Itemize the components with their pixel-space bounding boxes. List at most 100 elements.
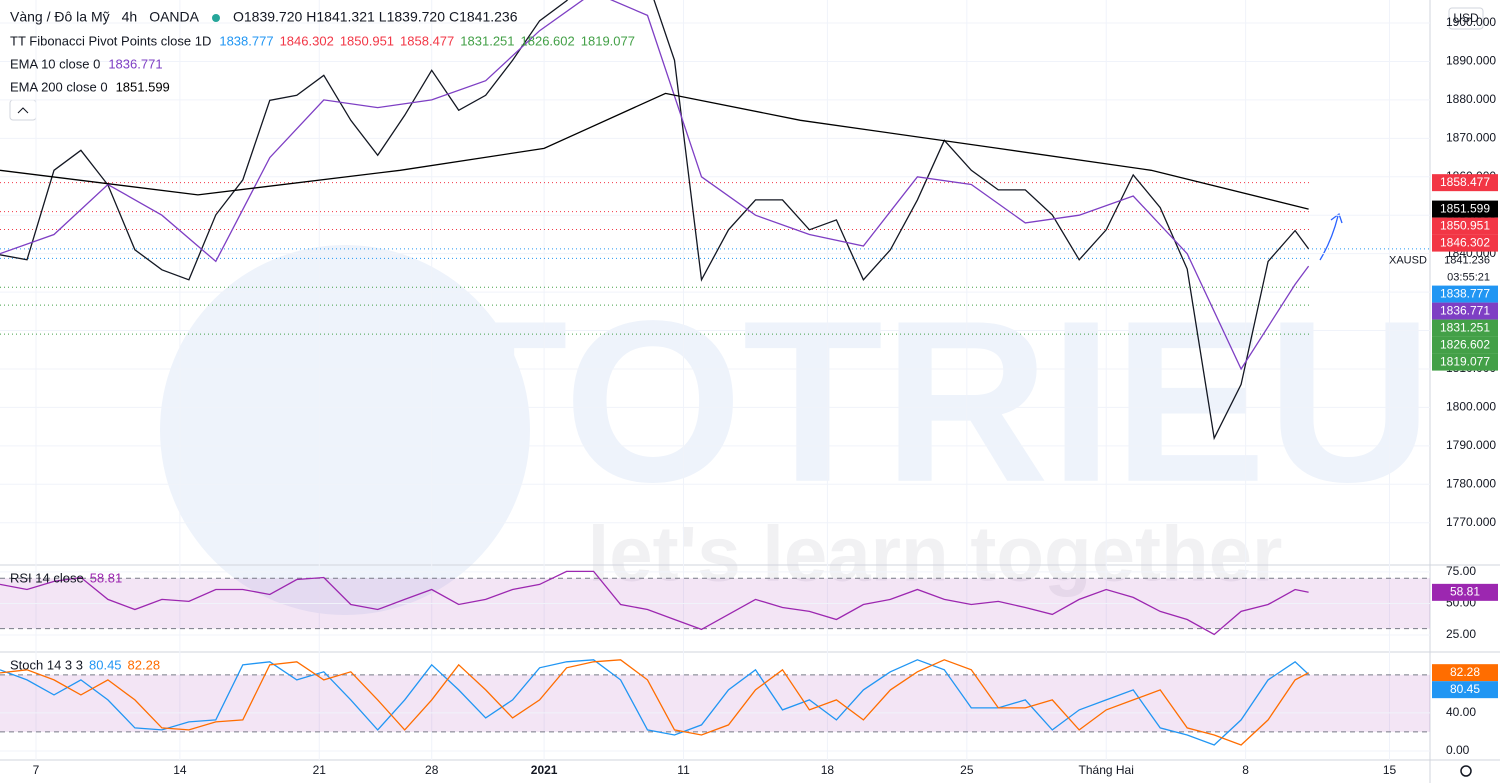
- y-tick-label: 1770.000: [1446, 515, 1496, 529]
- watermark-slogan: let's learn together: [588, 510, 1283, 598]
- series-line: [0, 570, 1309, 636]
- indicator-value: 58.81: [90, 570, 123, 585]
- indicator-value: 1819.077: [581, 33, 635, 48]
- price-tag-label: 1858.477: [1440, 175, 1490, 189]
- usd-button[interactable]: USD: [1448, 7, 1484, 30]
- indicator-value: 1851.599: [116, 79, 170, 94]
- x-tick-label: 2021: [531, 763, 558, 777]
- price-tag: [1432, 664, 1498, 682]
- y-tick-label: 25.00: [1446, 627, 1476, 641]
- price-tag-label: 1836.771: [1440, 303, 1490, 317]
- y-tick-label: 1790.000: [1446, 438, 1496, 452]
- price-tag-label: 58.81: [1450, 585, 1480, 599]
- legend-layer: Vàng / Đô la Mỹ 4h OANDA O1839.720 H1841.321…: [10, 9, 635, 673]
- indicator-name: Stoch 14 3 3: [10, 657, 83, 672]
- lines-layer: [0, 0, 1310, 746]
- price-tag: [1432, 285, 1498, 303]
- price-tag: [1432, 174, 1498, 192]
- indicator-value: 1838.777: [219, 33, 273, 48]
- indicator-value: 82.28: [128, 657, 161, 672]
- settings-icon[interactable]: [1460, 765, 1472, 777]
- price-tag: [1432, 302, 1498, 320]
- price-tag: [1432, 353, 1498, 371]
- price-tag: [1432, 234, 1498, 252]
- forecast-arrow: [1319, 212, 1343, 261]
- price-tag: [1432, 336, 1498, 354]
- collapse-button[interactable]: [9, 99, 37, 121]
- x-tick-label: 11: [677, 763, 690, 777]
- series-line: [0, 0, 1310, 371]
- x-tick-label: 15: [1383, 763, 1397, 777]
- price-tag-label: 1851.599: [1440, 201, 1490, 215]
- indicator-value: 1826.602: [521, 33, 575, 48]
- indicator-value: 1850.951: [340, 33, 394, 48]
- price-tag: [1432, 583, 1498, 601]
- price-tag-label: 1819.077: [1440, 354, 1490, 368]
- collapse-caret[interactable]: [17, 107, 29, 114]
- ohlc: L1839.720: [379, 9, 445, 25]
- ohlc: O1839.720: [233, 9, 302, 25]
- currency[interactable]: USD: [1453, 11, 1479, 25]
- series-line: [0, 659, 1309, 746]
- interval: 4h: [122, 9, 138, 25]
- ohlc: C1841.236: [449, 9, 518, 25]
- band: [0, 674, 1430, 732]
- price-tag: [1432, 200, 1498, 218]
- ohlc: H1841.321: [306, 9, 375, 25]
- price-tag-label: 1831.251: [1440, 320, 1490, 334]
- y-tick-label: 1890.000: [1446, 54, 1496, 68]
- y-tick-label: 40.00: [1446, 705, 1476, 719]
- y-tick-label: 75.00: [1446, 564, 1476, 578]
- price-tag-label: 80.45: [1450, 682, 1480, 696]
- series-line: [0, 0, 1310, 441]
- indicator-value: 1858.477: [400, 33, 454, 48]
- price-tag-label: 1838.777: [1440, 286, 1490, 300]
- watermark: TOTRIEU let's learn together: [160, 245, 1433, 615]
- series-line: [0, 92, 1309, 210]
- x-tick-label: 25: [960, 763, 974, 777]
- collapse-box[interactable]: [9, 99, 37, 121]
- indicator-name: TT Fibonacci Pivot Points close 1D: [10, 33, 211, 48]
- y-tick-label: 1780.000: [1446, 476, 1496, 490]
- tags-layer: 1858.477 1851.599 1850.951 1846.302 XAUSD 184…: [1389, 174, 1498, 699]
- source: OANDA: [149, 9, 199, 25]
- symbol-label: XAUSD: [1389, 254, 1427, 266]
- series-line: [0, 659, 1310, 746]
- y-tick-label: 1800.000: [1446, 400, 1496, 414]
- countdown: 03:55:21: [1447, 271, 1490, 283]
- x-tick-label: 28: [425, 763, 439, 777]
- y-tick-label: 0.00: [1446, 743, 1470, 757]
- indicator-value: 1846.302: [280, 33, 334, 48]
- price-tag-label: 1850.951: [1440, 218, 1490, 232]
- y-tick-label: 1870.000: [1446, 131, 1496, 145]
- x-tick-label: 21: [313, 763, 327, 777]
- gear[interactable]: [1460, 765, 1472, 777]
- price-tag-label: 1826.602: [1440, 337, 1490, 351]
- y-tick-label: 1880.000: [1446, 92, 1496, 106]
- x-tick-label: 7: [33, 763, 40, 777]
- price-tag: [1432, 681, 1498, 699]
- status-dot: [211, 14, 220, 22]
- last-price-label: 1841.236: [1444, 254, 1490, 266]
- indicator-name: EMA 200 close 0: [10, 79, 108, 94]
- indicator-value: 1831.251: [460, 33, 514, 48]
- symbol-title: Vàng / Đô la Mỹ: [10, 9, 110, 25]
- indicator-value: 80.45: [89, 657, 122, 672]
- indicator-value: 1836.771: [108, 56, 162, 71]
- x-tick-label: 8: [1242, 763, 1249, 777]
- currency-box[interactable]: [1448, 7, 1484, 30]
- x-tick-label: 18: [821, 763, 835, 777]
- y-tick-label: 1900.000: [1446, 15, 1496, 29]
- watermark-brand: TOTRIEU: [427, 273, 1432, 530]
- price-tag-label: 1846.302: [1440, 235, 1490, 249]
- price-tag: [1432, 217, 1498, 235]
- indicator-name: EMA 10 close 0: [10, 56, 100, 71]
- x-tick-label: Tháng Hai: [1079, 763, 1134, 777]
- indicator-name: RSI 14 close: [10, 570, 84, 585]
- price-tag: [1432, 319, 1498, 337]
- price-tag-label: 82.28: [1450, 665, 1480, 679]
- x-tick-label: 14: [173, 763, 187, 777]
